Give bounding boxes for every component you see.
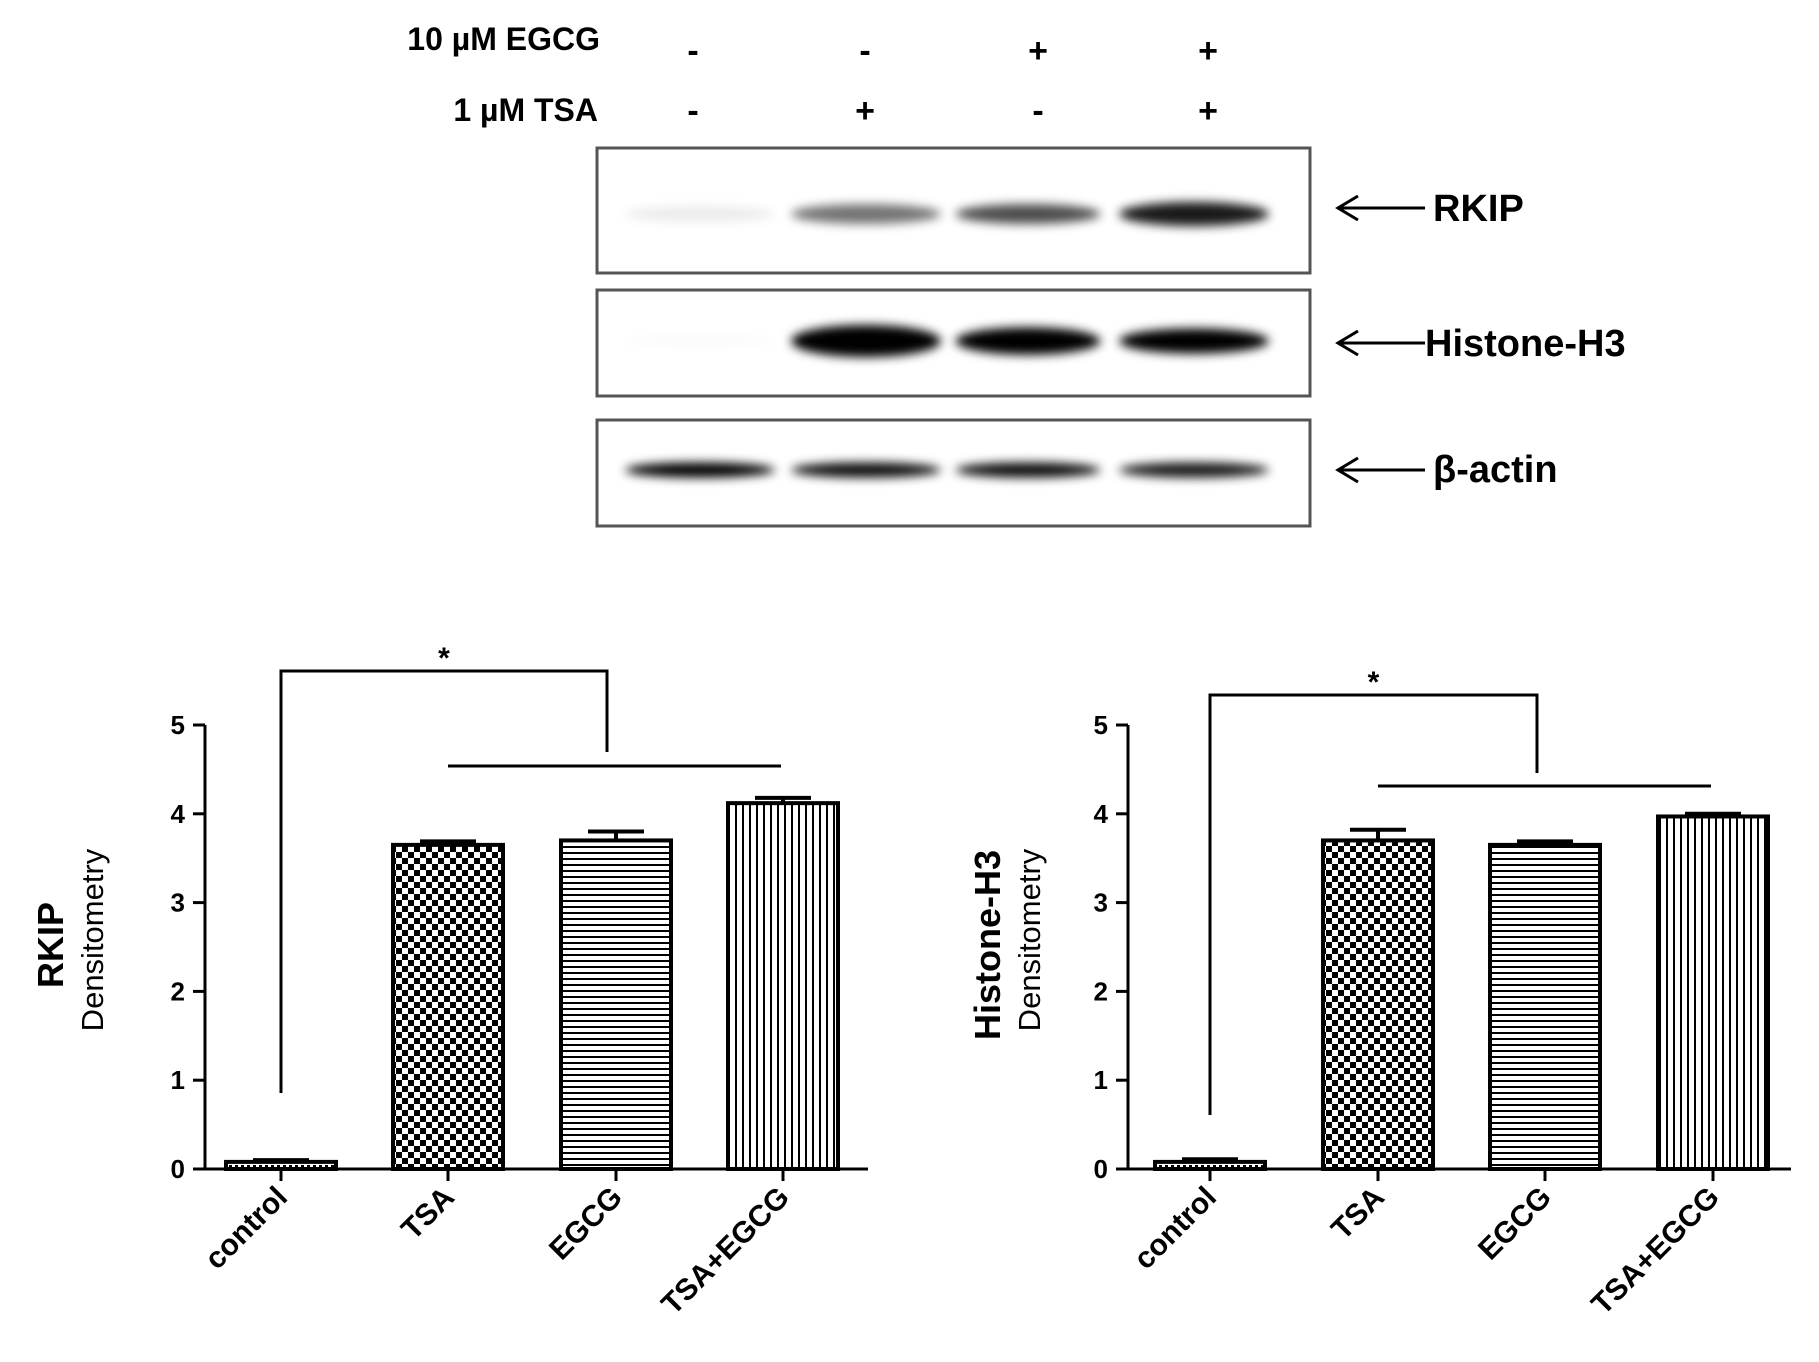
y-tick-label: 5 (171, 710, 185, 740)
y-axis-label-main: Histone-H3 (967, 850, 1008, 1040)
y-axis-label-sub: Densitometry (1012, 848, 1047, 1031)
histone-arrow-icon (1335, 329, 1425, 357)
treatment-label-egcg: 10 µM EGCG (407, 21, 600, 57)
x-tick-label: TSA+EGCG (655, 1181, 796, 1322)
significance-star: * (1368, 666, 1380, 699)
band-label-histone: Histone-H3 (1425, 323, 1626, 365)
band-histone-h3-lane-4 (1119, 328, 1269, 354)
egcg-sign-2: - (859, 32, 870, 70)
band--actin-lane-3 (955, 462, 1101, 478)
band-label-rkip: RKIP (1433, 188, 1524, 230)
significance-bracket (279, 669, 609, 1093)
rkip-arrow-icon (1335, 194, 1425, 222)
bar-tsa-egcg (726, 801, 840, 1171)
actin-bands (625, 462, 1269, 478)
bar-egcg (1488, 842, 1602, 1171)
egcg-sign-4: + (1198, 32, 1218, 70)
y-tick-label: 0 (1094, 1154, 1108, 1184)
y-tick-label: 5 (1094, 710, 1108, 740)
egcg-sign-1: - (687, 32, 698, 70)
tsa-sign-1: - (687, 92, 698, 130)
bar-tsa (391, 842, 505, 1171)
treatment-header: 10 µM EGCG 1 µM TSA - - + + - + - + (407, 21, 1218, 130)
treatment-label-tsa: 1 µM TSA (453, 92, 598, 128)
significance-star: * (438, 642, 450, 675)
y-tick-label: 3 (171, 888, 185, 918)
rkip-bands (625, 201, 1269, 227)
y-tick-label: 3 (1094, 888, 1108, 918)
y-tick-label: 1 (1094, 1065, 1108, 1095)
y-tick-label: 2 (1094, 976, 1108, 1006)
band-rkip-lane-2 (791, 204, 941, 224)
egcg-sign-3: + (1028, 32, 1048, 70)
y-axis-label-sub: Densitometry (75, 848, 110, 1031)
x-tick-label: control (1128, 1181, 1223, 1276)
band--actin-lane-1 (625, 462, 775, 478)
x-tick-label: control (199, 1181, 294, 1276)
band-histone-h3-lane-1 (625, 336, 775, 345)
actin-arrow-icon (1335, 456, 1425, 484)
x-tick-label: TSA (1325, 1181, 1391, 1247)
histone-bands (625, 324, 1269, 358)
y-tick-label: 4 (1094, 799, 1109, 829)
band-histone-h3-lane-2 (791, 324, 941, 358)
y-tick-label: 1 (171, 1065, 185, 1095)
band-label-actin: β-actin (1433, 449, 1558, 491)
blot-panel-histone: Histone-H3 (595, 288, 1626, 398)
band--actin-lane-4 (1119, 462, 1269, 478)
blot-panel-actin: β-actin (595, 418, 1558, 528)
significance-bracket (1208, 693, 1539, 1115)
x-tick-label: TSA+EGCG (1585, 1181, 1726, 1322)
tsa-sign-4: + (1198, 92, 1218, 130)
tsa-sign-3: - (1032, 92, 1043, 130)
x-tick-label: EGCG (1472, 1181, 1558, 1267)
bar-tsa (1321, 838, 1435, 1171)
chart-rkip: 0 1 2 3 4 5 control TSA EGCG TSA+EGCG RKIP Densitom… (30, 642, 868, 1321)
bar-tsa-egcg (1656, 814, 1770, 1171)
x-tick-label: TSA (395, 1181, 461, 1247)
y-tick-label: 4 (171, 799, 186, 829)
x-tick-label: EGCG (543, 1181, 629, 1267)
y-axis-label-main: RKIP (30, 902, 71, 988)
band-histone-h3-lane-3 (955, 327, 1101, 355)
y-tick-label: 2 (171, 976, 185, 1006)
band-rkip-lane-1 (625, 206, 775, 222)
band-rkip-lane-3 (955, 204, 1101, 224)
tsa-sign-2: + (855, 92, 875, 130)
chart-histone: 0 1 2 3 4 5 control TSA EGCG TSA+EGCG Histone-H3 De… (967, 666, 1791, 1321)
blot-panel-rkip: RKIP (595, 146, 1524, 275)
band-rkip-lane-4 (1119, 201, 1269, 227)
bar-egcg (559, 838, 673, 1171)
band--actin-lane-2 (791, 462, 941, 478)
y-tick-label: 0 (171, 1154, 185, 1184)
